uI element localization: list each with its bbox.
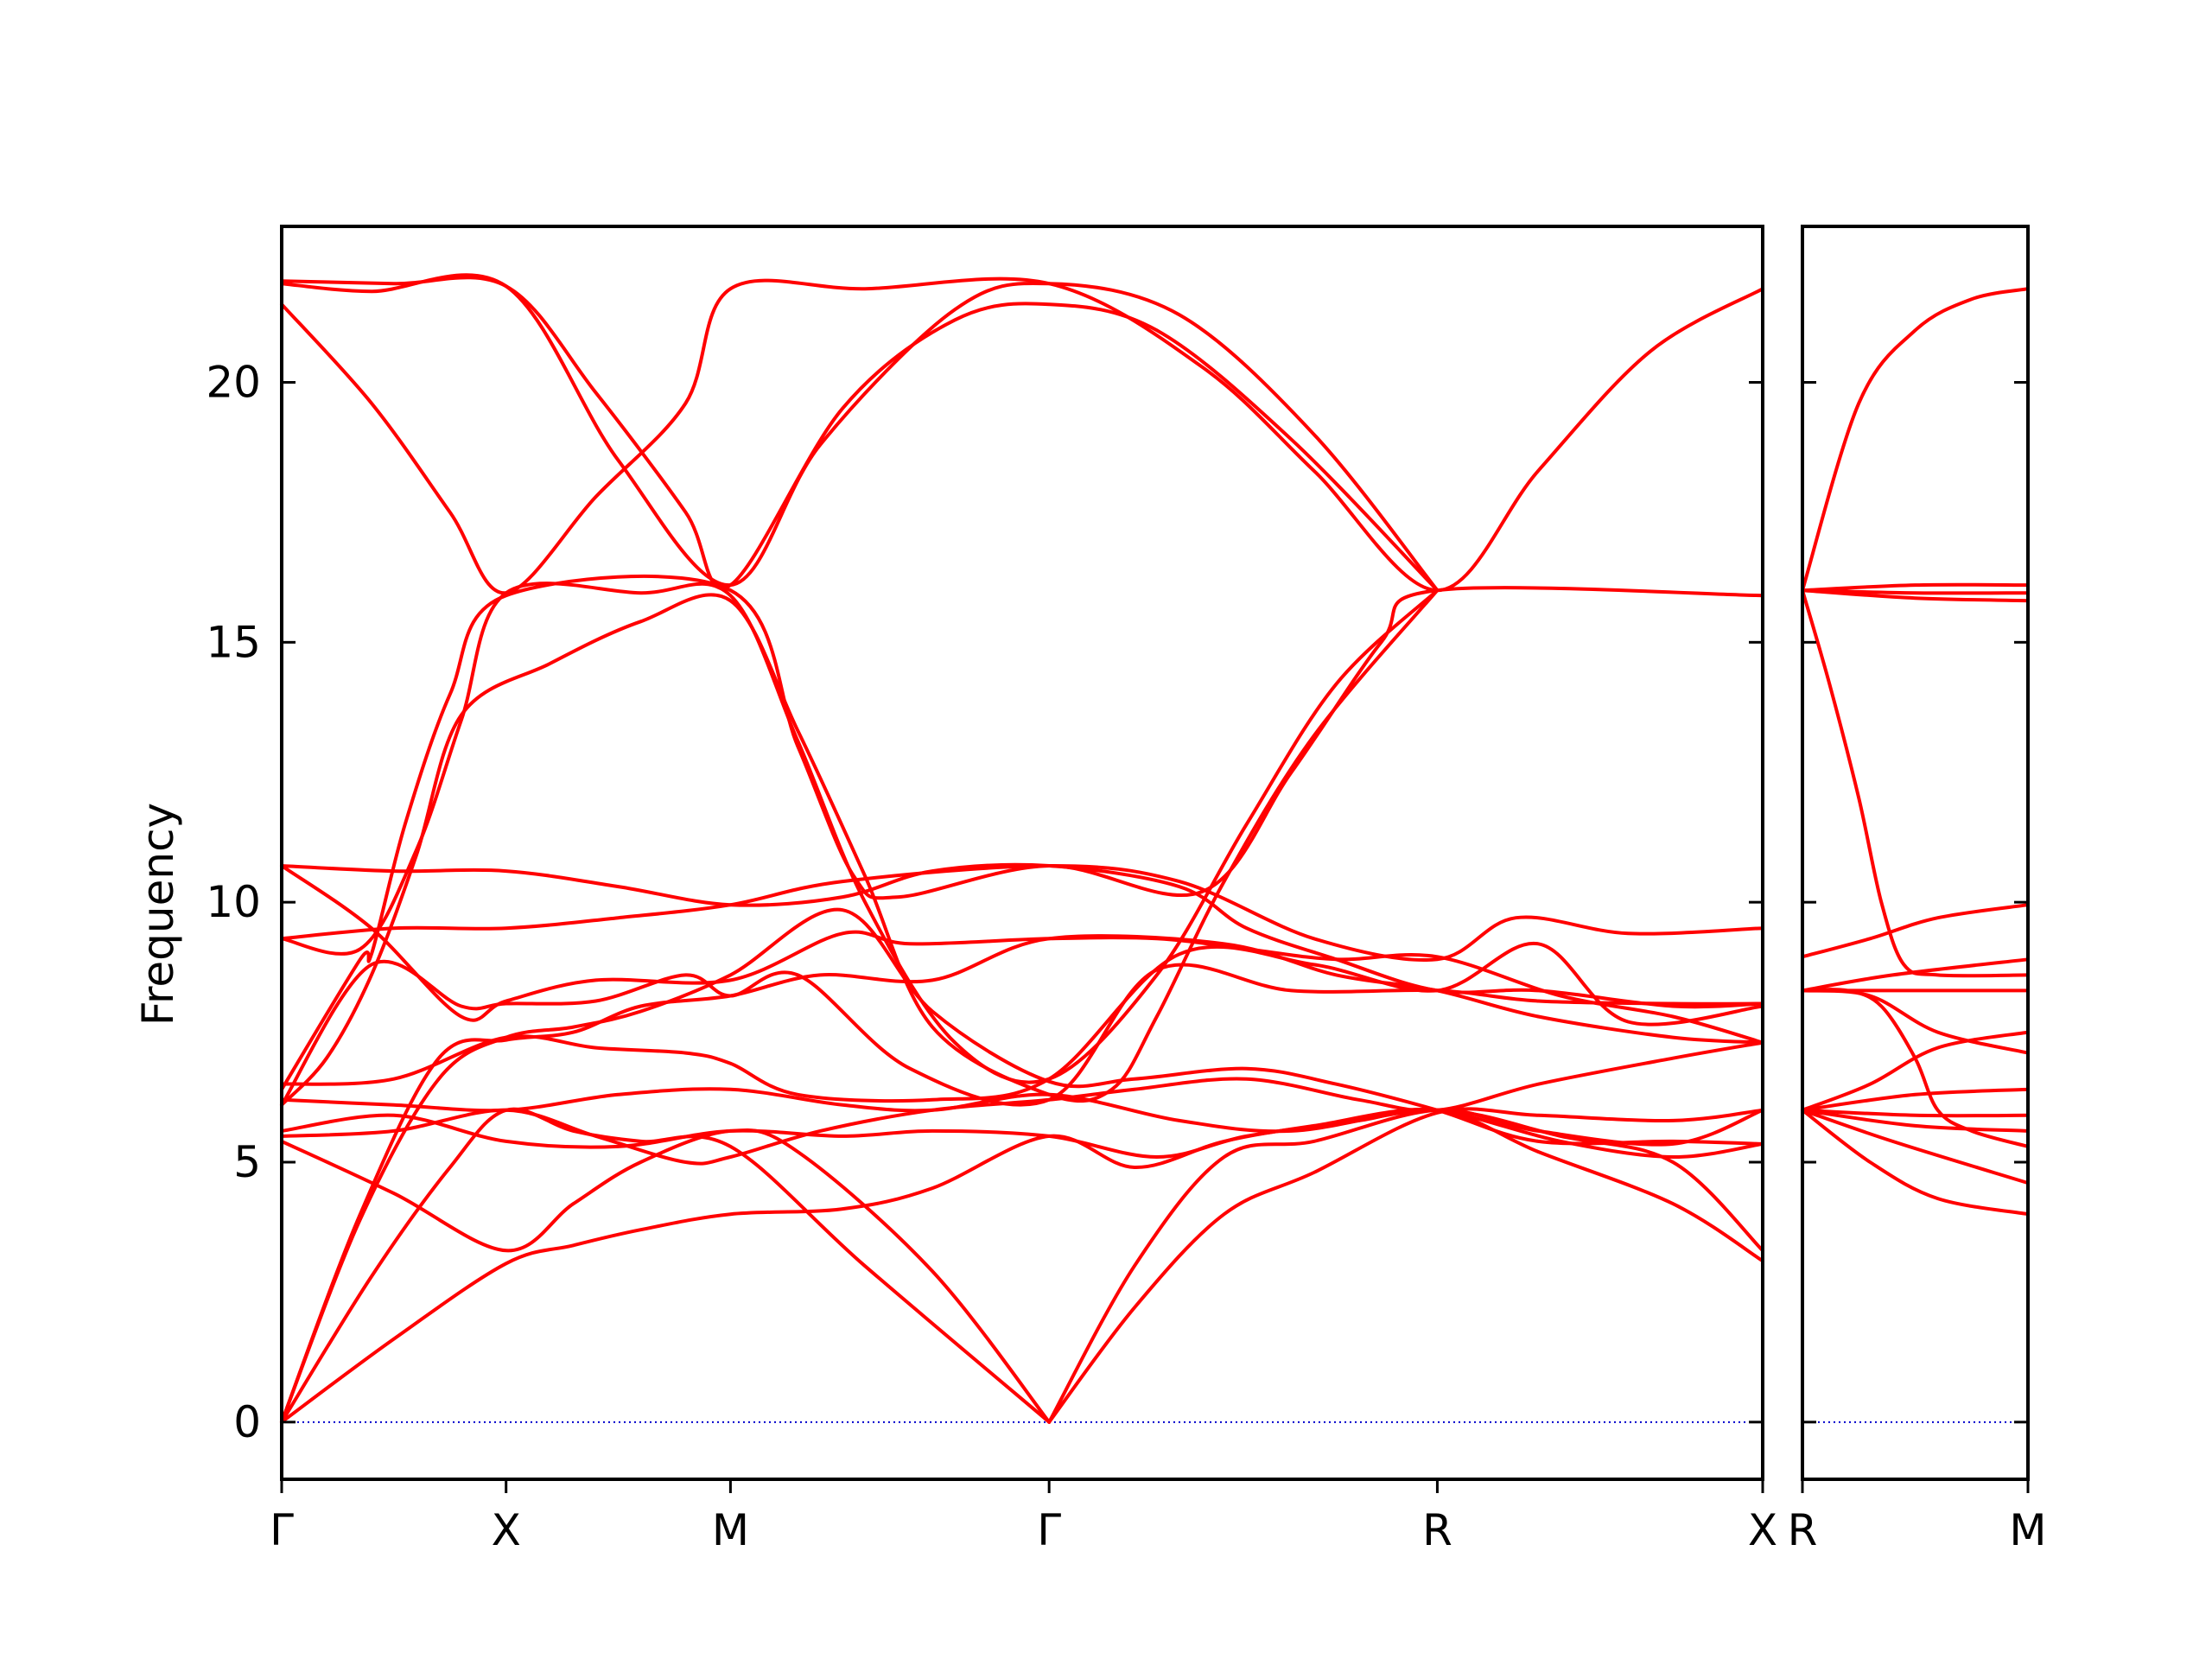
band-line-right-7: [1801, 957, 2030, 993]
y-tick-label: 15: [206, 617, 261, 667]
band-line-left-4: [280, 907, 1764, 1424]
band-line-left-12: [280, 959, 1764, 1107]
band-line-left-17: [280, 582, 1440, 1084]
band-line-left-7: [1047, 1108, 1764, 1424]
band-line-left-3: [280, 1128, 1052, 1424]
band-line-right-15: [1801, 1108, 2030, 1185]
x-tick-label: M: [712, 1505, 749, 1555]
x-tick-label: X: [1748, 1505, 1777, 1555]
y-tick-label: 10: [206, 877, 261, 927]
band-line-right-11: [1801, 1030, 2030, 1112]
band-line-right-14: [1801, 1108, 2030, 1133]
x-tick-label: R: [1788, 1505, 1818, 1555]
band-line-right-2: [1801, 582, 2030, 593]
band-line-left-18: [280, 588, 1440, 1107]
band-line-left-10: [280, 1087, 1764, 1253]
band-line-right-9: [1801, 988, 2030, 1055]
band-line-left-20: [280, 276, 1440, 593]
band-line-left-14: [280, 862, 1764, 1009]
band-line-left-19: [280, 276, 1764, 595]
band-line-left-16: [280, 574, 1764, 1091]
band-line-right-12: [1801, 1087, 2030, 1112]
left-panel: 0 5 10 15 20 Γ X M Γ R X: [206, 225, 1777, 1555]
band-line-left-11: [280, 941, 1764, 1103]
band-line-right-1: [1801, 287, 2030, 593]
band-line-right-13: [1801, 1108, 2030, 1118]
y-tick-label: 0: [233, 1397, 261, 1447]
band-line-left-21: [280, 273, 1440, 593]
x-tick-label: R: [1422, 1505, 1452, 1555]
plot-frame-right: [1801, 225, 2030, 1481]
x-tick-label: Γ: [270, 1505, 294, 1555]
band-line-left-1: [280, 1107, 1764, 1424]
y-axis-label: Frequency: [133, 803, 183, 1026]
band-line-right-6: [1801, 903, 2030, 959]
band-line-right-4: [1801, 588, 2030, 603]
band-line-left-6: [1047, 1107, 1764, 1424]
plot-frame-left: [280, 225, 1764, 1481]
y-tick-label: 20: [206, 357, 261, 407]
band-line-right-16: [1801, 1108, 2030, 1217]
x-tick-label: Γ: [1037, 1505, 1061, 1555]
band-line-left-15: [280, 864, 1764, 1045]
x-tick-label: M: [2009, 1505, 2046, 1555]
band-line-right-5: [1801, 588, 2030, 978]
x-tick-label: X: [492, 1505, 521, 1555]
band-line-left-5: [280, 934, 1764, 1424]
band-line-left-9: [280, 1108, 1764, 1160]
y-tick-label: 5: [233, 1137, 261, 1187]
